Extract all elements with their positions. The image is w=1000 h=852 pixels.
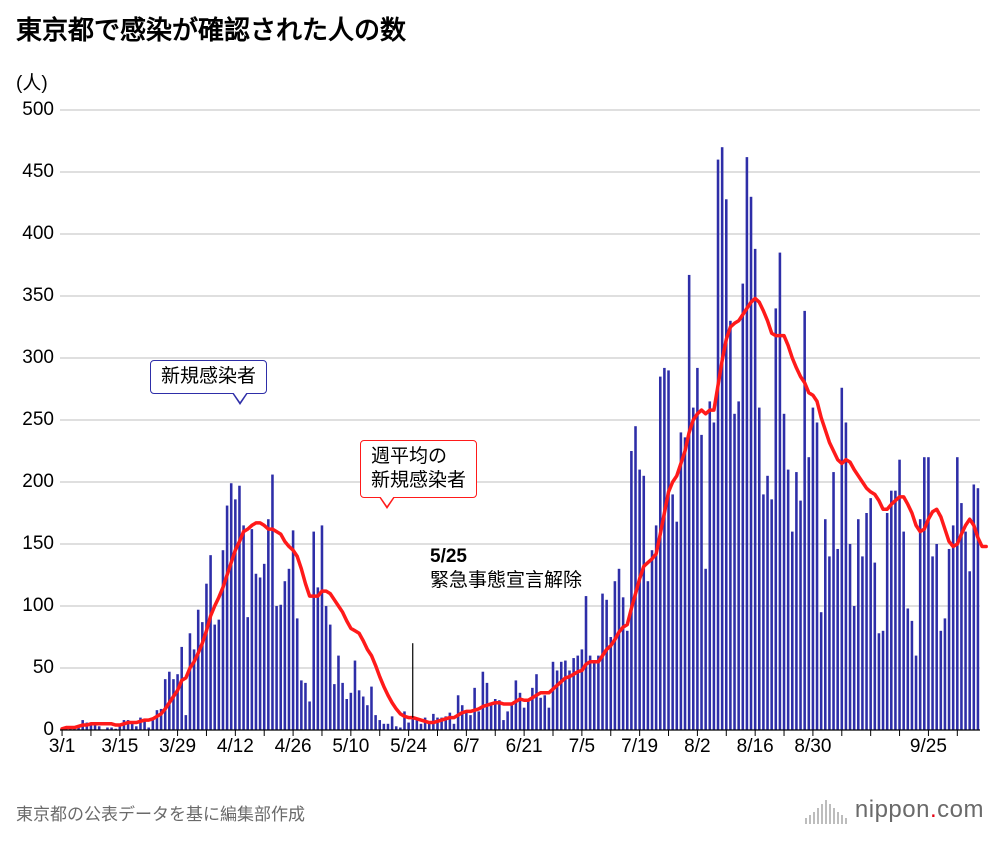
logo-bars-icon	[805, 800, 847, 824]
x-tick-label: 4/12	[217, 730, 254, 758]
y-tick-label: 100	[22, 595, 60, 617]
y-tick-label: 200	[22, 471, 60, 493]
x-tick-label: 6/7	[453, 730, 479, 758]
y-tick-label: 150	[22, 533, 60, 555]
x-tick-label: 6/21	[506, 730, 543, 758]
y-axis-unit: (人)	[16, 68, 48, 95]
x-tick-label: 8/2	[684, 730, 710, 758]
overlay-layer	[60, 110, 980, 730]
x-tick-label: 3/15	[101, 730, 138, 758]
y-tick-label: 400	[22, 223, 60, 245]
y-tick-label: 500	[22, 99, 60, 121]
x-tick-label: 8/30	[794, 730, 831, 758]
x-tick-label: 7/5	[569, 730, 595, 758]
y-tick-label: 450	[22, 161, 60, 183]
y-tick-label: 300	[22, 347, 60, 369]
x-tick-label: 5/10	[332, 730, 369, 758]
nippon-logo: nippon.com	[805, 796, 984, 824]
x-tick-label: 7/19	[621, 730, 658, 758]
y-tick-label: 350	[22, 285, 60, 307]
x-tick-label: 5/24	[390, 730, 427, 758]
x-tick-label: 9/25	[910, 730, 947, 758]
callout-line-label: 週平均の新規感染者	[360, 440, 477, 498]
chart-title: 東京都で感染が確認された人の数	[16, 10, 406, 47]
x-tick-label: 3/29	[159, 730, 196, 758]
callout-bars-label: 新規感染者	[150, 360, 267, 394]
x-tick-label: 8/16	[737, 730, 774, 758]
x-tick-label: 4/26	[275, 730, 312, 758]
y-tick-label: 50	[33, 657, 60, 679]
chart-footer: 東京都の公表データを基に編集部作成	[16, 800, 305, 825]
plot-area: 0501001502002503003504004505003/13/153/2…	[60, 110, 980, 730]
y-tick-label: 250	[22, 409, 60, 431]
page: { "canvas": { "width": 1000, "height": 8…	[0, 0, 1000, 852]
annotation-5-25-note: 5/25緊急事態宣言解除	[430, 545, 582, 593]
logo-text: nippon.com	[855, 796, 984, 824]
x-tick-label: 3/1	[49, 730, 75, 758]
